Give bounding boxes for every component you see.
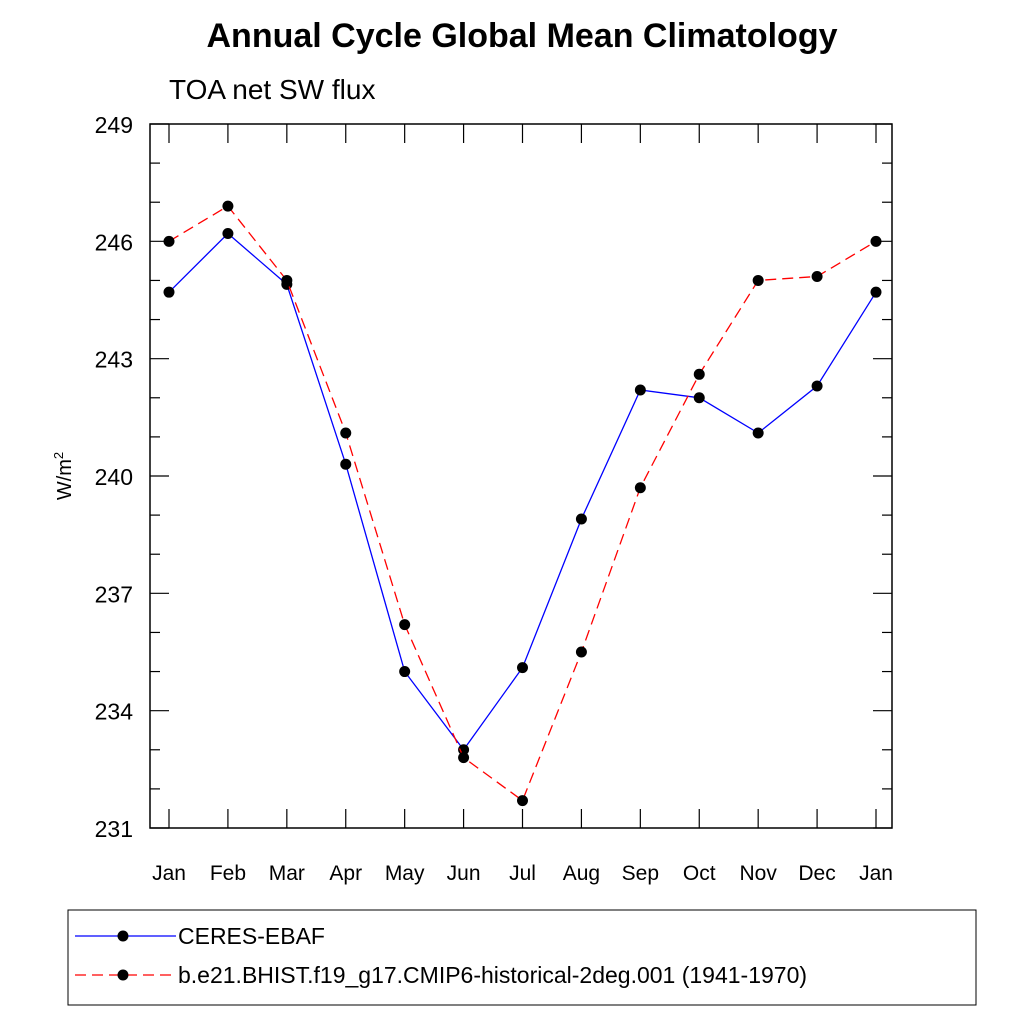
series-2-point [458,752,470,764]
x-tick-label: Apr [329,862,362,885]
legend-box [67,909,977,1006]
legend-label-2: b.e21.BHIST.f19_g17.CMIP6-historical-2de… [178,962,807,988]
series-2-point [575,646,587,658]
plot-frame [149,123,893,829]
series-1-point [634,384,646,396]
series-2-point [752,274,764,286]
x-tick-label: Feb [210,862,246,885]
series-2-point [340,427,352,439]
series-2-point [634,482,646,494]
x-tick-label: Jan [152,862,186,885]
x-tick-label: Mar [269,862,305,885]
series-2-point [163,235,175,247]
x-tick-label: Nov [739,862,777,885]
series-1-point [575,513,587,525]
x-tick-label: Oct [683,862,716,885]
series-2-point [870,235,882,247]
y-tick-label: 240 [95,464,133,490]
series-1-point [870,286,882,298]
y-axis-label-text: W/m [54,459,76,500]
y-tick-label: 249 [95,112,133,138]
series-1-point [163,286,175,298]
series-layer [163,200,882,807]
y-tick-label: 243 [95,347,133,373]
legend-marker-1 [117,930,129,942]
series-1-point [340,458,352,470]
legend: CERES-EBAF b.e21.BHIST.f19_g17.CMIP6-hist… [75,923,807,988]
x-tick-label: May [385,862,425,885]
x-tick-label: Aug [563,862,600,885]
series-1-point [399,666,411,678]
series-2-point [517,795,528,807]
x-tick-label: Dec [798,862,835,885]
chart-subtitle: TOA net SW flux [169,74,375,105]
y-tick-label: 237 [95,581,133,607]
legend-marker-2 [117,969,129,981]
series-1-point [693,392,705,404]
y-axis-label: W/m2 [51,452,76,500]
y-axis-label-superscript: 2 [51,452,66,459]
axes: 231 234 237 240 243 246 249 Jan Feb Mar Apr May Jun J… [95,112,893,885]
legend-label-1: CERES-EBAF [178,923,325,949]
x-tick-label: Jan [859,862,893,885]
series-1-point [752,427,764,439]
y-tick-label: 246 [95,229,133,255]
series-2-point [281,274,293,286]
series-1-point [517,662,528,674]
series-2-point [811,271,823,283]
x-tick-label: Sep [622,862,659,885]
y-tick-label: 231 [95,816,133,842]
x-tick-label: Jun [447,862,481,885]
series-line-2 [168,205,877,802]
svg-text:W/m2: W/m2 [51,452,76,500]
series-2-point [222,200,234,212]
series-2-point [399,619,411,631]
series-1-point [222,228,234,240]
series-2-point [693,368,705,380]
y-tick-label: 234 [95,699,134,725]
x-tick-label: Jul [509,862,536,885]
series-1-point [811,380,823,392]
chart-title: Annual Cycle Global Mean Climatology [207,17,838,55]
